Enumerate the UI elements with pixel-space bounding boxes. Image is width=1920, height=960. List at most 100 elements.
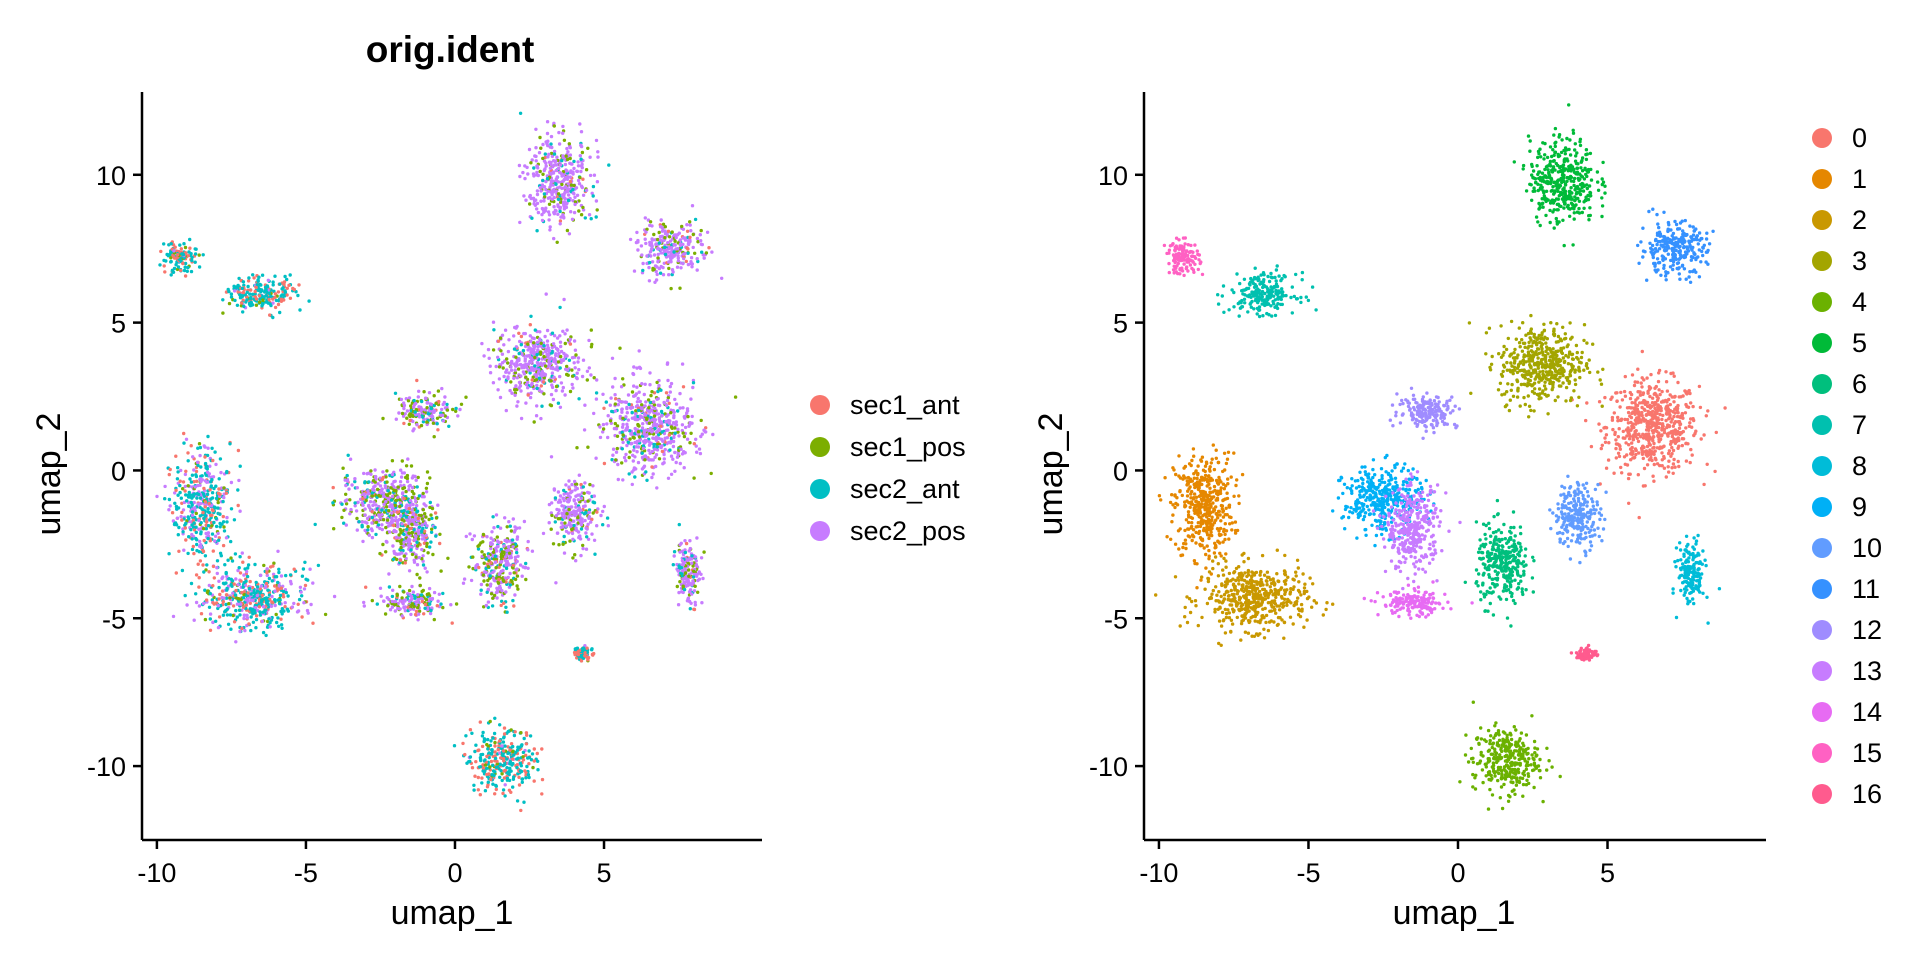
data-point [331,485,335,490]
data-point [423,606,427,610]
data-point [217,615,222,619]
data-point [216,606,220,611]
data-point [519,334,524,339]
data-point [387,509,391,513]
data-point [248,288,253,292]
data-point [579,213,584,217]
data-point [585,490,590,495]
data-point [301,567,306,571]
data-point [683,571,688,575]
data-point [373,468,377,472]
data-point [211,584,215,588]
data-point [440,407,444,412]
data-point [241,310,245,314]
data-point [428,602,432,606]
data-point [268,313,272,317]
data-point [630,416,635,420]
data-point [523,769,527,773]
data-point [493,792,497,796]
data-point [276,598,280,602]
data-point [685,437,690,441]
data-point [573,366,577,370]
data-point [533,328,537,332]
data-point [497,540,501,545]
data-point [264,581,269,586]
data-point [480,550,484,554]
data-point [155,494,159,499]
data-point [252,276,256,280]
data-point [409,548,413,552]
data-point [575,486,579,491]
data-point [502,726,507,730]
data-point [421,508,425,512]
data-point [273,305,278,310]
data-point [640,407,644,411]
data-point [268,621,272,625]
data-point [302,587,307,591]
data-point [167,552,171,556]
data-point [348,457,353,461]
data-point [360,520,364,524]
data-point [182,242,186,246]
data-point [297,283,301,287]
data-point [495,596,499,600]
data-point [529,360,533,364]
data-point [300,574,305,578]
data-point [538,330,542,334]
data-point [212,520,216,525]
data-point [616,477,620,482]
data-point [585,378,589,382]
data-point [211,549,215,553]
data-point [282,298,286,302]
data-point [353,501,357,505]
data-point [380,508,384,512]
data-point [535,229,539,233]
data-point [489,561,493,565]
data-point [470,766,475,770]
data-point [601,392,605,396]
data-point [187,535,191,539]
data-point [228,613,233,617]
data-point [349,507,353,512]
data-point [496,339,501,343]
data-point [398,558,403,562]
data-point [367,491,371,496]
data-point [558,405,563,409]
data-point [577,209,581,213]
data-point [647,458,651,462]
data-point [421,491,425,496]
data-point [657,436,661,441]
data-point [236,290,240,294]
data-point [556,401,561,405]
data-point [400,551,404,555]
data-point [218,457,223,461]
data-point [179,247,183,251]
data-point [540,777,545,782]
data-point [362,604,366,608]
data-point [564,367,568,371]
data-point [204,598,209,602]
data-point [686,596,691,600]
data-point [415,423,419,427]
data-point [381,518,386,522]
data-point [660,430,664,434]
data-point [558,494,563,498]
data-point [401,599,405,603]
data-point [696,259,700,264]
data-point [509,529,514,533]
data-point [579,157,583,161]
data-point [479,588,483,592]
data-point [199,612,204,616]
data-point [371,503,375,508]
data-point [483,763,488,767]
data-point [679,266,683,270]
data-point [519,389,523,393]
data-point [495,535,499,539]
data-point [688,539,692,543]
data-point [240,590,244,595]
data-point [249,628,253,633]
data-point [241,290,246,295]
data-point [610,458,614,462]
data-point [247,276,251,280]
data-point [505,540,509,544]
